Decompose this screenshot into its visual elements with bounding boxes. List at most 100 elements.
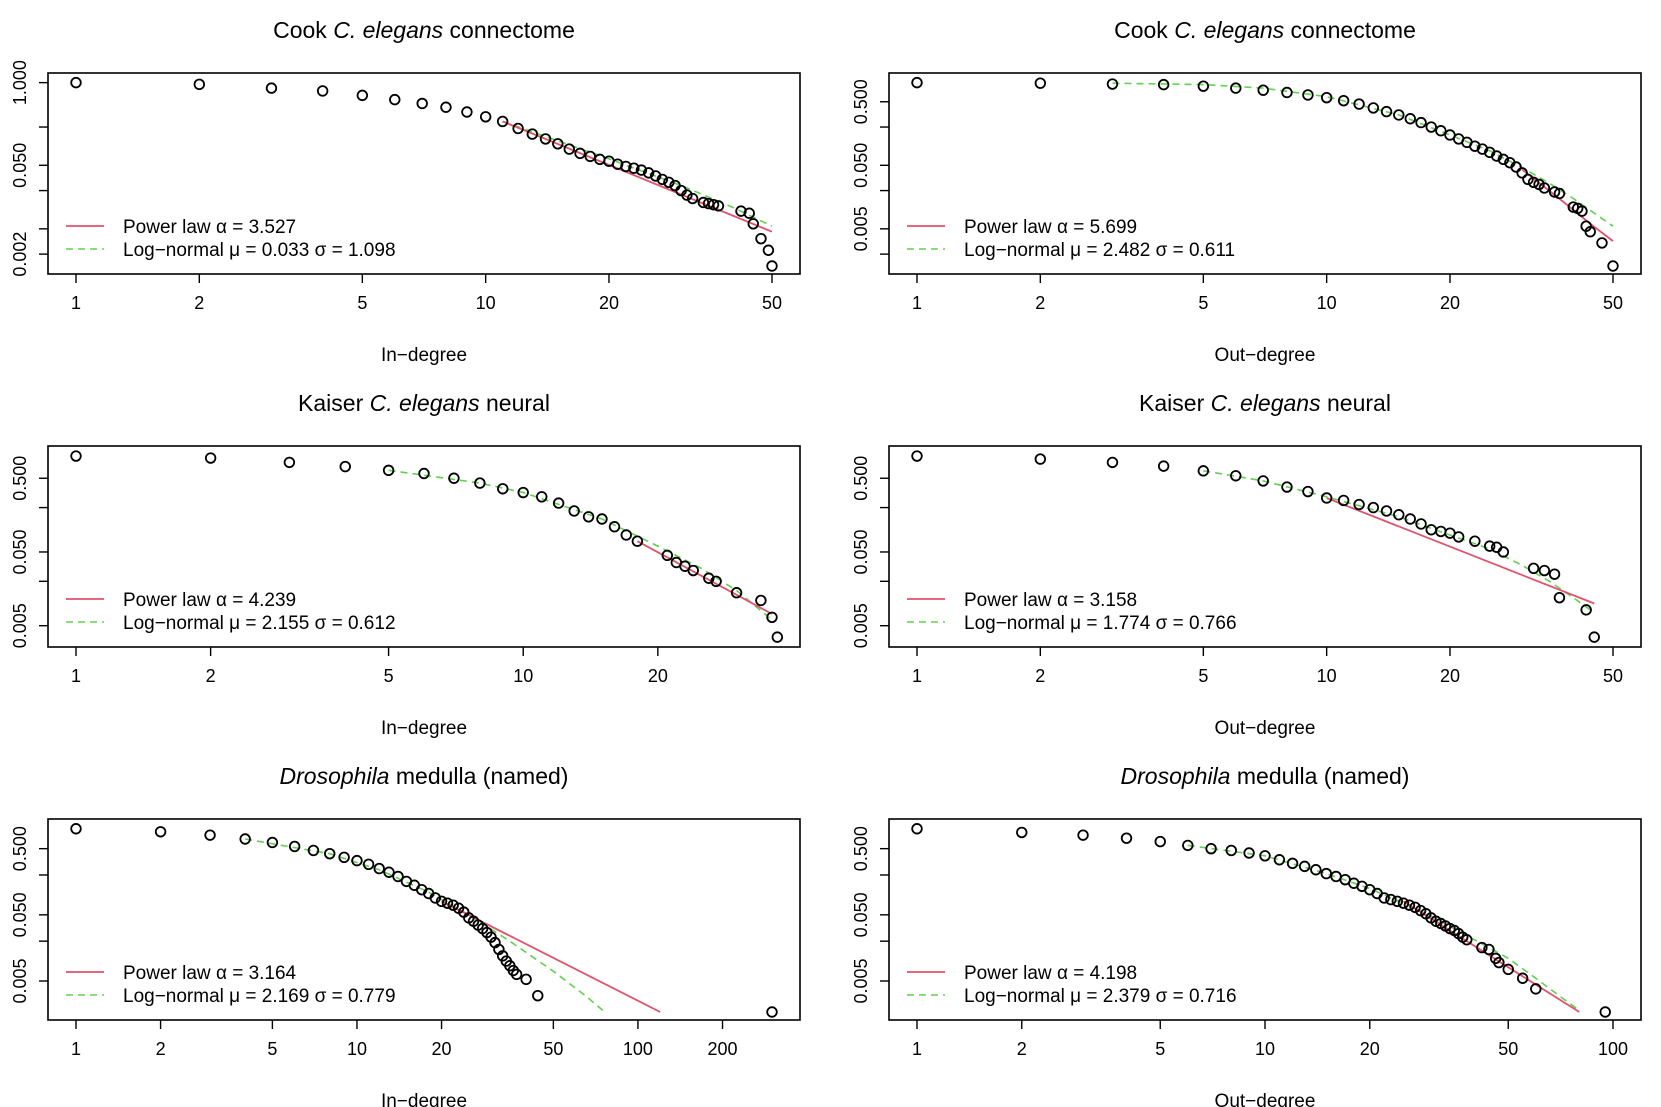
data-point bbox=[479, 111, 492, 123]
data-point bbox=[1320, 492, 1333, 504]
chart-panel-4: Kaiser C. elegans neural 1 2 5 10 20 50 Out−deg… bbox=[851, 390, 1642, 739]
data-point bbox=[649, 170, 662, 182]
data-point bbox=[1205, 842, 1217, 855]
legend-log-normal-param: μ = 2.379 σ = 0.716 bbox=[1070, 986, 1236, 1007]
data-point bbox=[1154, 835, 1166, 848]
data-point bbox=[1497, 153, 1510, 166]
data-point bbox=[1490, 541, 1503, 553]
data-point bbox=[1599, 1006, 1611, 1018]
x-tick-label: 1 bbox=[912, 666, 922, 686]
x-tick-label: 5 bbox=[1198, 666, 1208, 686]
data-point bbox=[1197, 80, 1210, 92]
plot-frame bbox=[888, 445, 1642, 648]
legend-power-law-param: α = 4.239 bbox=[216, 590, 296, 611]
legend-power-law-label: Power law α = 4.239 bbox=[123, 590, 296, 611]
x-tick-label: 10 bbox=[1317, 293, 1337, 313]
data-point bbox=[755, 232, 767, 245]
data-point bbox=[642, 167, 655, 179]
data-point bbox=[703, 572, 715, 584]
data-point bbox=[532, 989, 544, 1002]
data-point bbox=[1483, 540, 1496, 552]
x-tick-label: 1 bbox=[71, 666, 81, 686]
data-point bbox=[1435, 125, 1447, 137]
data-point bbox=[697, 196, 710, 209]
x-tick-label: 1 bbox=[71, 293, 81, 313]
x-tick-label: 5 bbox=[1155, 1039, 1165, 1059]
data-point bbox=[1527, 562, 1540, 575]
data-point bbox=[512, 122, 524, 135]
data-point bbox=[686, 192, 699, 205]
data-point bbox=[1497, 546, 1510, 558]
data-point bbox=[596, 513, 608, 525]
legend-log-normal-label: Log−normal μ = 2.482 σ = 0.611 bbox=[964, 240, 1235, 261]
data-point bbox=[70, 450, 82, 462]
data-point bbox=[1353, 498, 1365, 511]
data-point bbox=[324, 847, 336, 860]
legend-power-law-param: α = 4.198 bbox=[1057, 963, 1137, 984]
data-point bbox=[1607, 260, 1619, 272]
data-point bbox=[1016, 826, 1028, 839]
data-point bbox=[1391, 895, 1404, 908]
data-point bbox=[552, 138, 564, 150]
chart-title: Drosophila medulla (named) bbox=[280, 763, 569, 789]
data-point bbox=[1257, 84, 1269, 96]
chart-panel-6: Drosophila medulla (named) 1 2 5 10 20 50 100 Ou… bbox=[851, 763, 1642, 1107]
data-point bbox=[265, 82, 278, 94]
data-point bbox=[1106, 78, 1119, 90]
data-point bbox=[1380, 105, 1393, 118]
legend-log-normal-label: Log−normal μ = 2.379 σ = 0.716 bbox=[964, 986, 1237, 1007]
data-point bbox=[1230, 470, 1242, 482]
data-point bbox=[1397, 897, 1410, 909]
data-point bbox=[1320, 91, 1333, 104]
data-point bbox=[1493, 956, 1505, 969]
data-point bbox=[552, 497, 565, 509]
x-tick-label: 20 bbox=[1360, 1039, 1380, 1059]
x-axis-label: Out−degree bbox=[1215, 1091, 1316, 1107]
data-point bbox=[911, 76, 923, 89]
legend-power-law-param: α = 3.527 bbox=[216, 217, 296, 238]
data-point bbox=[681, 189, 693, 201]
data-point bbox=[747, 218, 759, 230]
data-point bbox=[743, 207, 755, 219]
data-point bbox=[1320, 867, 1332, 880]
log-normal-fit-line bbox=[1112, 82, 1614, 227]
chart-title-part: medulla (named) bbox=[389, 763, 568, 789]
data-point bbox=[1367, 102, 1380, 114]
data-point bbox=[497, 483, 509, 495]
data-point bbox=[1516, 167, 1528, 179]
data-point bbox=[416, 97, 428, 110]
x-tick-label: 5 bbox=[357, 293, 367, 313]
data-point bbox=[1077, 829, 1089, 841]
data-point bbox=[1230, 82, 1242, 94]
x-tick-label: 50 bbox=[1603, 293, 1623, 313]
data-point bbox=[526, 128, 539, 140]
x-tick-label: 50 bbox=[543, 1039, 563, 1059]
data-point bbox=[418, 467, 430, 480]
data-point bbox=[766, 1006, 778, 1018]
legend-log-normal-name: Log−normal bbox=[964, 986, 1065, 1007]
data-point bbox=[687, 564, 699, 577]
x-tick-label: 1 bbox=[912, 1039, 922, 1059]
data-point bbox=[1580, 604, 1592, 616]
power-law-fit-line bbox=[1326, 497, 1595, 605]
y-tick-label: 0.005 bbox=[10, 958, 30, 1003]
data-point bbox=[582, 511, 595, 523]
chart-panel-5: Drosophila medulla (named) 1 2 5 10 20 50 100 20… bbox=[10, 763, 801, 1107]
legend-power-law-name: Power law bbox=[123, 590, 211, 611]
data-point bbox=[1476, 143, 1489, 155]
chart-title-part: Kaiser bbox=[298, 390, 370, 416]
data-point bbox=[574, 147, 586, 160]
data-point bbox=[288, 840, 301, 853]
x-tick-label: 5 bbox=[267, 1039, 277, 1059]
data-point bbox=[1393, 109, 1405, 121]
chart-title: Kaiser C. elegans neural bbox=[298, 390, 550, 416]
data-point bbox=[911, 450, 923, 462]
x-tick-label: 2 bbox=[206, 666, 216, 686]
x-tick-label: 20 bbox=[599, 293, 619, 313]
data-point bbox=[362, 858, 375, 871]
data-point bbox=[1403, 899, 1416, 911]
data-point bbox=[1353, 98, 1365, 110]
data-point bbox=[1530, 983, 1542, 995]
data-point bbox=[1367, 501, 1380, 514]
y-tick-label: 0.500 bbox=[10, 456, 30, 501]
